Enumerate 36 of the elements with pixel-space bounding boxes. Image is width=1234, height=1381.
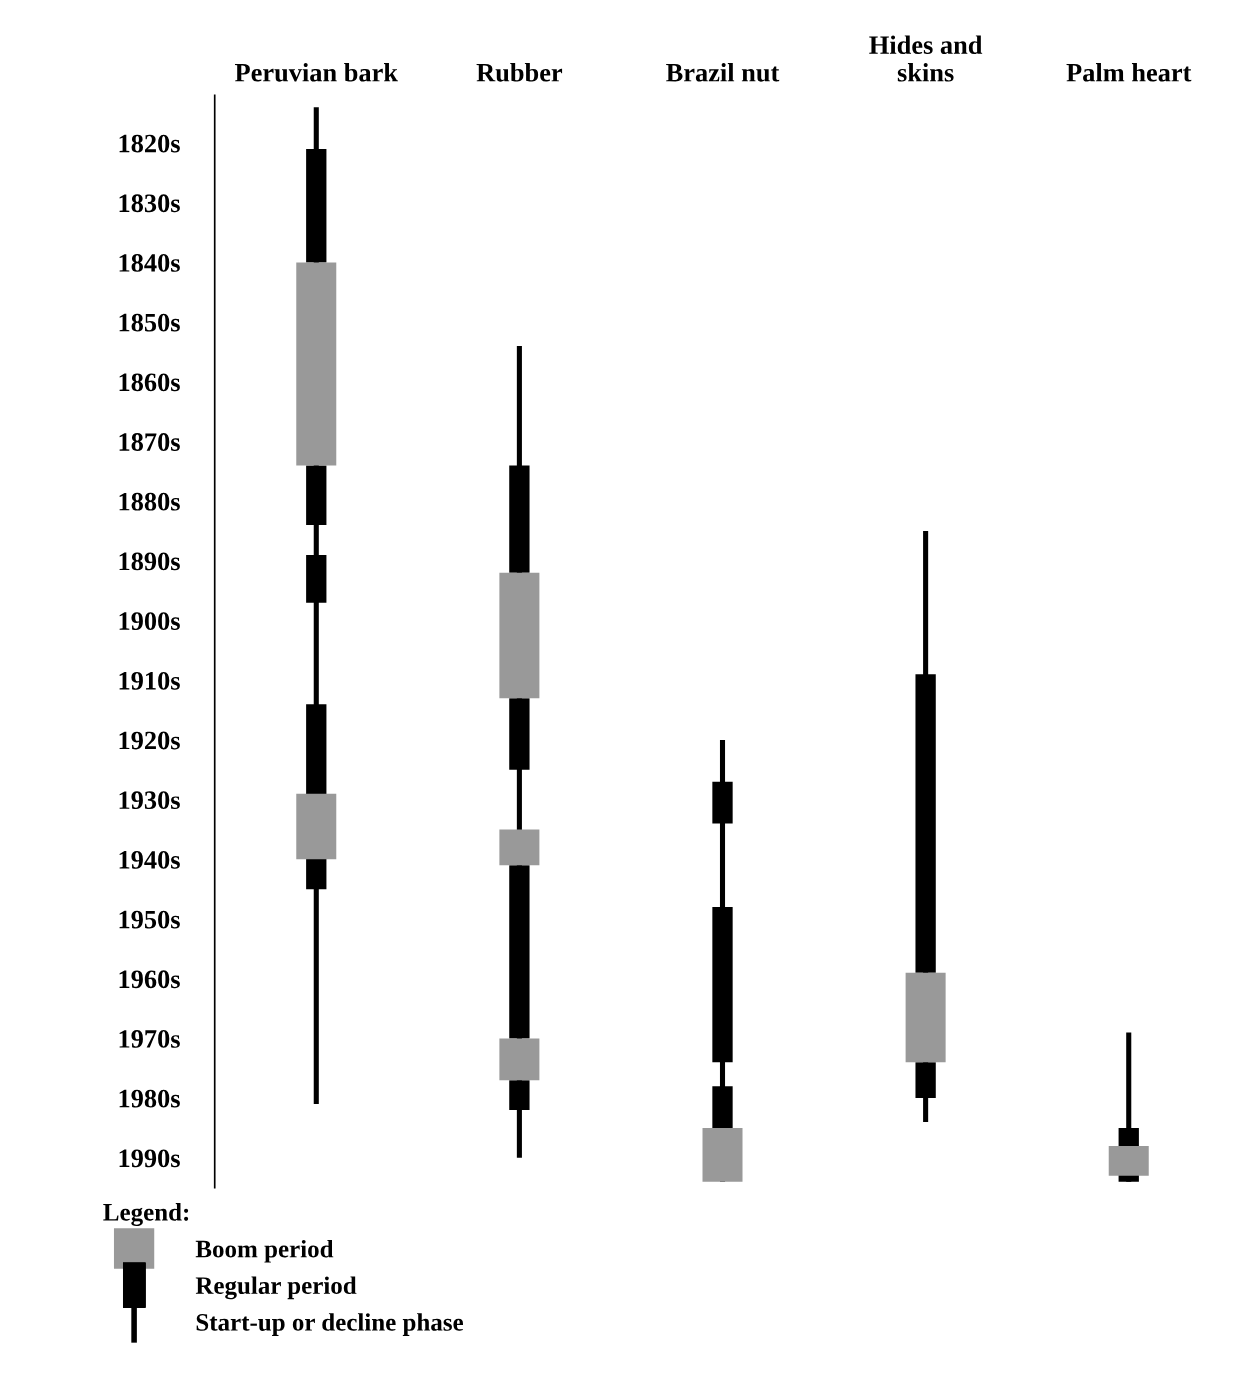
x-tick-label: Brazil nut: [666, 63, 780, 82]
y-tick-label: 1870s: [119, 433, 180, 451]
x-tick-label: Hides and skins: [869, 35, 983, 82]
y-tick-label: 1990s: [119, 1149, 180, 1168]
legend-label: Boom period: [195, 1239, 334, 1263]
bar: [905, 972, 946, 1063]
y-tick-label: 1820s: [119, 134, 180, 153]
x-tick-label: Rubber: [476, 63, 563, 82]
y-tick-label: 1980s: [119, 1089, 180, 1108]
x-tick-label: Palm heart: [1066, 63, 1192, 82]
y-tick-label: 1860s: [119, 373, 180, 392]
y-tick-label: 1890s: [119, 552, 180, 571]
legend-label: Regular period: [195, 1276, 357, 1300]
y-tick-label: 1920s: [119, 731, 180, 750]
bar: [499, 572, 540, 699]
y-tick-label: 1970s: [119, 1030, 180, 1048]
x-tick-label: Peruvian bark: [234, 63, 398, 82]
bar: [296, 793, 337, 860]
bar: [499, 1038, 540, 1081]
y-tick-label: 1930s: [119, 791, 180, 810]
y-tick-label: 1960s: [119, 970, 180, 989]
y-tick-label: 1950s: [119, 910, 180, 929]
legend-title: Legend:: [103, 1203, 189, 1226]
y-tick-label: 1910s: [119, 671, 180, 690]
y-tick-label: 1850s: [119, 313, 180, 332]
y-tick-label: 1880s: [119, 492, 180, 511]
legend-label: Start-up or decline phase: [196, 1313, 464, 1336]
bar: [296, 262, 337, 466]
y-tick-label: 1940s: [119, 850, 180, 869]
bar: [499, 829, 540, 866]
y-tick-label: 1900s: [119, 612, 180, 630]
y-tick-label: 1840s: [119, 254, 180, 272]
bar: [509, 865, 530, 1039]
bar: [1108, 1145, 1149, 1176]
y-tick-label: 1830s: [119, 194, 180, 213]
bar: [702, 1127, 743, 1182]
